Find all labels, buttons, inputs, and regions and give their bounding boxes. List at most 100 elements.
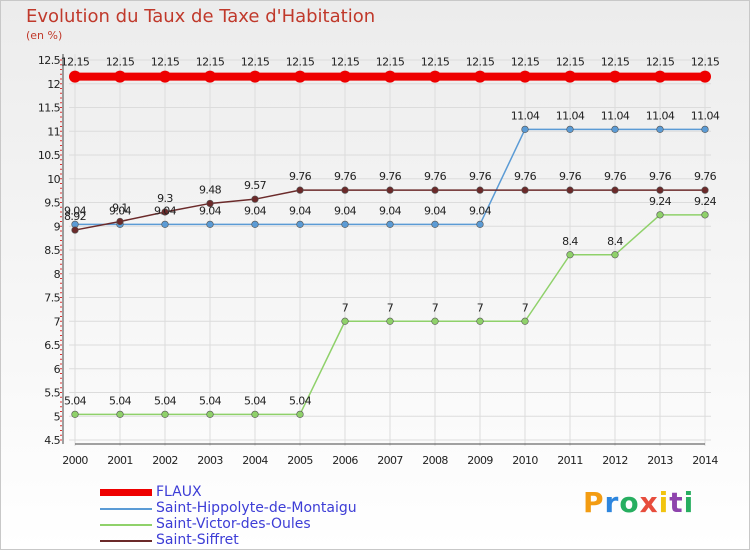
data-label-saint-hippolyte-de-montaigu: 11.04 (601, 109, 630, 122)
data-label-flaux: 12.15 (241, 56, 270, 69)
data-point-flaux (429, 70, 441, 83)
data-point-saint-victor-des-oules (611, 251, 619, 259)
data-point-flaux (159, 70, 171, 83)
data-label-saint-hippolyte-de-montaigu: 11.04 (511, 109, 540, 122)
data-label-saint-victor-des-oules: 5.04 (154, 394, 177, 407)
data-point-saint-victor-des-oules (341, 317, 349, 325)
data-label-flaux: 12.15 (691, 56, 720, 69)
data-label-saint-hippolyte-de-montaigu: 9.04 (379, 204, 402, 217)
y-tick-label: 8.5 (44, 244, 60, 257)
x-tick-label: 2005 (287, 454, 313, 467)
y-tick-label: 10.5 (38, 149, 61, 162)
legend-swatch-saint-hippolyte-de-montaigu (100, 508, 152, 510)
data-point-flaux (339, 70, 351, 83)
data-point-flaux (114, 70, 126, 83)
data-label-flaux: 12.15 (556, 56, 585, 69)
y-tick-label: 12.5 (38, 54, 61, 67)
data-label-saint-siffret: 9.3 (157, 192, 173, 205)
logo-letter: o (619, 486, 640, 519)
data-point-saint-hippolyte-de-montaigu (296, 220, 304, 228)
data-point-saint-victor-des-oules (251, 410, 259, 418)
data-label-saint-siffret: 9.57 (244, 179, 267, 192)
data-point-flaux (609, 70, 621, 83)
data-label-flaux: 12.15 (286, 56, 315, 69)
data-point-saint-victor-des-oules (71, 410, 79, 418)
data-point-saint-hippolyte-de-montaigu (476, 220, 484, 228)
data-label-saint-hippolyte-de-montaigu: 9.04 (64, 204, 87, 217)
y-tick-label: 5 (54, 410, 61, 423)
data-point-flaux (69, 70, 81, 83)
data-point-saint-hippolyte-de-montaigu (521, 125, 529, 133)
legend-label-saint-siffret: Saint-Siffret (156, 532, 239, 548)
data-point-flaux (204, 70, 216, 83)
data-point-saint-siffret (611, 186, 619, 194)
data-point-saint-siffret (161, 208, 169, 216)
data-point-saint-siffret (206, 199, 214, 208)
data-label-flaux: 12.15 (466, 56, 495, 69)
data-label-saint-hippolyte-de-montaigu: 9.04 (154, 204, 177, 217)
x-tick-label: 2004 (242, 454, 268, 467)
y-tick-label: 9 (54, 220, 61, 233)
data-point-saint-hippolyte-de-montaigu (431, 220, 439, 228)
data-label-saint-victor-des-oules: 9.24 (649, 195, 672, 208)
data-label-saint-victor-des-oules: 7 (432, 301, 439, 314)
data-label-saint-victor-des-oules: 5.04 (289, 394, 312, 407)
x-tick-label: 2009 (467, 454, 493, 467)
data-label-flaux: 12.15 (421, 56, 450, 69)
data-point-saint-siffret (386, 186, 394, 194)
data-label-saint-hippolyte-de-montaigu: 11.04 (556, 109, 585, 122)
data-label-saint-victor-des-oules: 5.04 (199, 394, 222, 407)
data-point-flaux (384, 70, 396, 83)
data-point-flaux (699, 70, 711, 83)
logo-letter: i (683, 486, 695, 519)
data-label-flaux: 12.15 (646, 56, 675, 69)
data-label-saint-siffret: 9.76 (469, 170, 492, 183)
y-tick-label: 7.5 (44, 292, 60, 305)
data-label-flaux: 12.15 (196, 56, 225, 69)
data-label-saint-siffret: 9.76 (424, 170, 447, 183)
logo-letter: x (639, 486, 659, 519)
data-label-saint-siffret: 9.76 (694, 170, 717, 183)
data-point-saint-hippolyte-de-montaigu (251, 220, 259, 228)
data-label-saint-hippolyte-de-montaigu: 9.04 (289, 204, 312, 217)
x-tick-label: 2010 (512, 454, 538, 467)
y-tick-label: 11 (47, 125, 60, 138)
data-label-saint-victor-des-oules: 5.04 (244, 394, 267, 407)
data-label-flaux: 12.15 (151, 56, 180, 69)
data-label-flaux: 12.15 (106, 56, 135, 69)
data-label-saint-siffret: 9.76 (604, 170, 627, 183)
y-tick-label: 9.5 (44, 197, 60, 210)
legend-label-saint-hippolyte-de-montaigu: Saint-Hippolyte-de-Montaigu (156, 500, 357, 516)
chart-title: Evolution du Taux de Taxe d'Habitation (26, 6, 376, 27)
data-label-saint-hippolyte-de-montaigu: 11.04 (646, 109, 675, 122)
data-point-saint-victor-des-oules (521, 317, 529, 325)
data-label-flaux: 12.15 (601, 56, 630, 69)
proxiti-logo: Proxiti (583, 486, 694, 519)
data-label-saint-victor-des-oules: 7 (477, 301, 484, 314)
y-tick-label: 6 (54, 363, 61, 376)
data-label-saint-hippolyte-de-montaigu: 9.04 (334, 204, 357, 217)
data-label-saint-siffret: 9.76 (379, 170, 402, 183)
data-label-saint-victor-des-oules: 7 (342, 301, 349, 314)
legend-swatch-saint-victor-des-oules (100, 524, 152, 526)
data-label-saint-siffret: 9.76 (514, 170, 537, 183)
data-label-saint-hippolyte-de-montaigu: 9.04 (469, 204, 492, 217)
data-point-flaux (654, 70, 666, 83)
y-tick-label: 4.5 (44, 434, 60, 447)
data-point-saint-siffret (701, 186, 709, 194)
data-label-saint-victor-des-oules: 5.04 (109, 394, 132, 407)
y-tick-label: 8 (54, 268, 61, 281)
data-label-saint-hippolyte-de-montaigu: 9.04 (109, 204, 132, 217)
data-point-saint-victor-des-oules (476, 317, 484, 325)
x-tick-label: 2014 (692, 454, 718, 467)
logo-letter: t (669, 486, 684, 519)
data-point-saint-siffret (476, 186, 484, 194)
data-label-saint-hippolyte-de-montaigu: 9.04 (199, 204, 222, 217)
data-point-flaux (474, 70, 486, 83)
data-point-saint-siffret (566, 186, 574, 194)
data-point-saint-victor-des-oules (431, 317, 439, 325)
y-tick-label: 6.5 (44, 339, 60, 352)
data-point-flaux (249, 70, 261, 83)
data-point-saint-hippolyte-de-montaigu (701, 125, 709, 133)
data-label-saint-victor-des-oules: 9.24 (694, 195, 717, 208)
